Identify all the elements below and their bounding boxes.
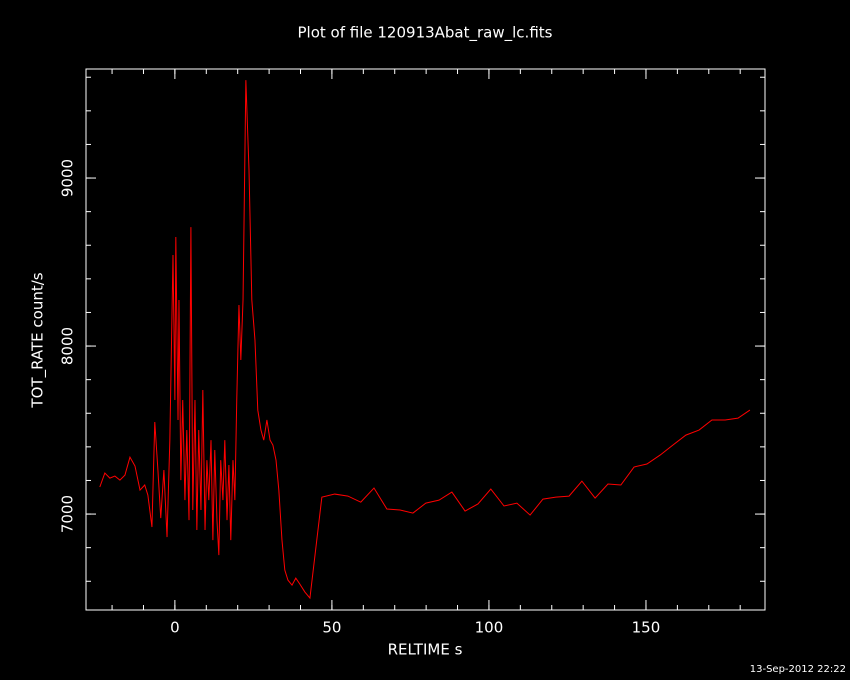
footer-timestamp: 13-Sep-2012 22:22 <box>750 664 846 675</box>
x-tick-label: 50 <box>322 619 341 637</box>
x-tick-label: 100 <box>475 619 504 637</box>
y-axis-label: TOT_RATE count/s <box>29 272 48 408</box>
x-tick-label: 150 <box>632 619 661 637</box>
plot-frame <box>85 68 766 611</box>
x-axis-label: RELTIME s <box>388 641 463 659</box>
y-tick-label: 7000 <box>59 495 77 533</box>
data-line <box>99 80 751 600</box>
chart-title: Plot of file 120913Abat_raw_lc.fits <box>298 24 553 43</box>
x-tick-label: 0 <box>170 619 180 637</box>
y-tick-label: 8000 <box>59 327 77 365</box>
y-tick-label: 9000 <box>59 159 77 197</box>
